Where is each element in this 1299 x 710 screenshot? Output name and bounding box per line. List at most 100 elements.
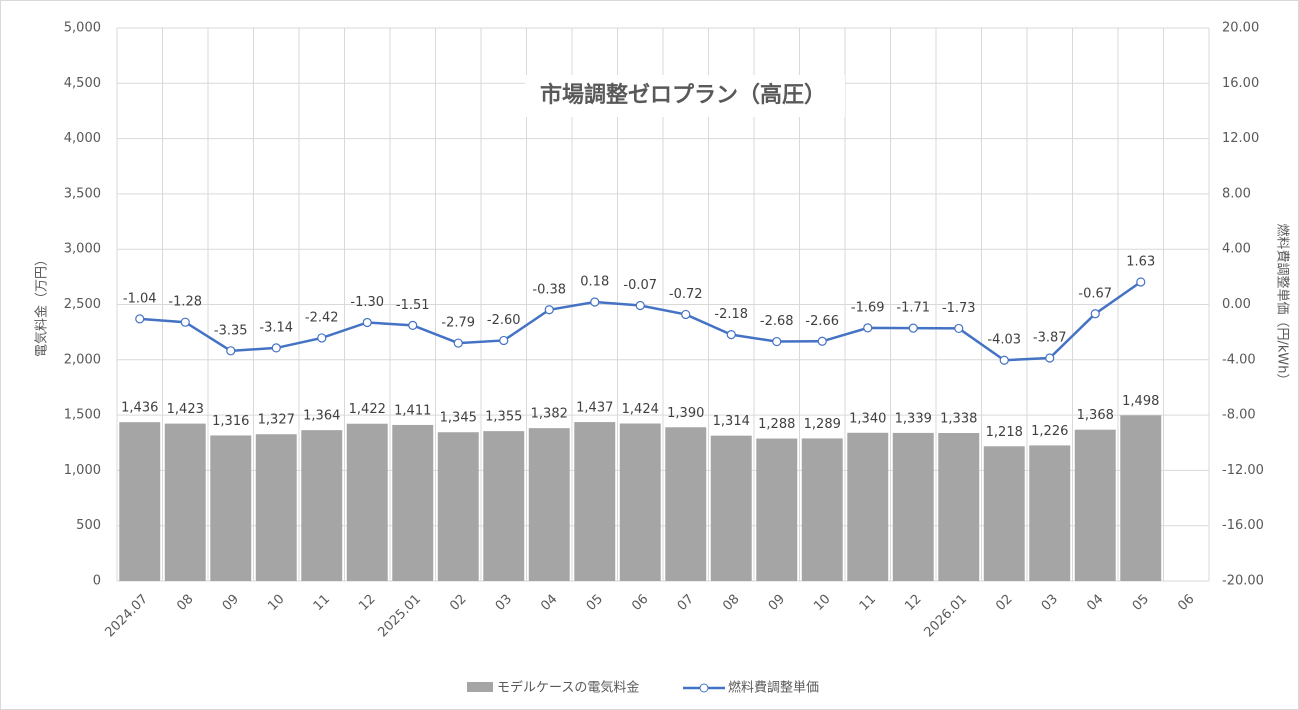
data-label: 1,355 [485,410,522,425]
bar [164,423,206,581]
y2-tick-label: -16.00 [1222,518,1264,533]
y-tick-label: 3,000 [64,242,101,257]
data-label: 1,316 [212,414,249,429]
y2-tick-label: -20.00 [1222,574,1264,589]
legend-swatch [467,682,493,692]
y-tick-label: 1,000 [64,463,101,478]
bar [483,431,525,581]
data-label: 1,218 [986,425,1023,440]
bar [1029,445,1071,581]
bar [938,433,980,581]
data-label: -0.67 [1078,286,1112,301]
data-label: 1.63 [1126,254,1155,269]
y2-tick-label: 0.00 [1222,297,1251,312]
bar [392,424,434,581]
data-label: 1,498 [1122,394,1159,409]
bar [346,423,388,581]
data-label: -1.28 [168,295,202,310]
data-label: 1,226 [1031,424,1068,439]
legend-label: モデルケースの電気料金 [497,680,639,696]
data-label: 1,340 [849,411,886,426]
bar [710,435,752,581]
y-tick-label: 3,500 [64,186,101,201]
line-marker [317,333,327,343]
line-marker [544,305,554,315]
y-tick-label: 2,000 [64,352,101,367]
bar [892,432,934,581]
data-label: 1,314 [713,414,750,429]
line-marker [908,323,918,333]
data-label: -0.72 [669,287,703,302]
data-label: 1,382 [531,407,568,422]
y-tick-label: 1,500 [64,408,101,423]
y-tick-label: 2,500 [64,297,101,312]
legend: モデルケースの電気料金 燃料費調整単価 [467,680,819,696]
data-label: -2.79 [441,316,475,331]
data-label: 1,390 [667,406,704,421]
data-label: -1.73 [942,301,976,316]
y2-tick-label: 16.00 [1222,76,1259,91]
y2-axis-title: 燃料費調整単価（円/kWh） [1275,223,1291,386]
line-marker [817,336,827,346]
y2-tick-label: -8.00 [1222,408,1256,423]
y2-tick-label: 12.00 [1222,131,1259,146]
bar [847,432,889,581]
data-label: 1,364 [303,409,340,424]
data-label: 1,338 [940,412,977,427]
bar [255,434,297,581]
data-label: -3.35 [214,323,248,338]
data-label: -4.03 [987,333,1021,348]
line-marker [180,317,190,327]
y2-tick-label: 20.00 [1222,21,1259,36]
line-marker [635,300,645,311]
line-marker [590,297,600,307]
bar [437,432,479,581]
bar [119,422,161,581]
line-marker [1045,353,1055,363]
data-label: 1,422 [349,402,386,417]
data-label: -2.42 [305,310,339,325]
chart-title: 市場調整ゼロプラン（高圧） [540,82,826,108]
data-label: -3.14 [259,320,293,335]
legend-label: 燃料費調整単価 [728,680,819,696]
data-label: -2.66 [805,314,839,329]
data-label: -1.69 [851,300,885,315]
y2-tick-label: -12.00 [1222,463,1264,478]
bar [1074,429,1116,581]
line-marker [271,343,281,353]
data-label: 1,424 [622,402,659,417]
data-label: -3.87 [1033,331,1067,346]
y2-tick-label: 8.00 [1222,186,1251,201]
y2-tick-label: 4.00 [1222,242,1251,257]
line-marker [408,320,418,330]
bar [619,423,661,581]
y-tick-label: 0 [93,574,101,589]
bar [801,438,843,581]
data-label: 1,436 [121,401,158,416]
y2-tick-label: -4.00 [1222,352,1256,367]
legend-swatch [699,683,709,693]
data-label: -1.30 [350,295,384,310]
line-marker [135,314,145,324]
bar [574,422,616,581]
title-background [525,75,845,117]
data-label: -2.68 [760,314,794,329]
y-tick-label: 4,000 [64,131,101,146]
data-label: -2.60 [487,313,521,328]
data-label: 1,289 [804,417,841,432]
data-label: 1,411 [394,403,431,418]
data-label: 1,368 [1077,408,1114,423]
line-marker [1136,277,1146,287]
line-marker [226,346,236,356]
y-tick-label: 5,000 [64,21,101,36]
line-marker [726,330,736,340]
line-marker [999,355,1009,365]
data-label: 1,345 [440,411,477,426]
data-label: -0.38 [532,282,566,297]
bar [1120,415,1162,581]
y-tick-label: 500 [76,518,101,533]
data-label: 1,339 [895,411,932,426]
bar [756,438,798,581]
